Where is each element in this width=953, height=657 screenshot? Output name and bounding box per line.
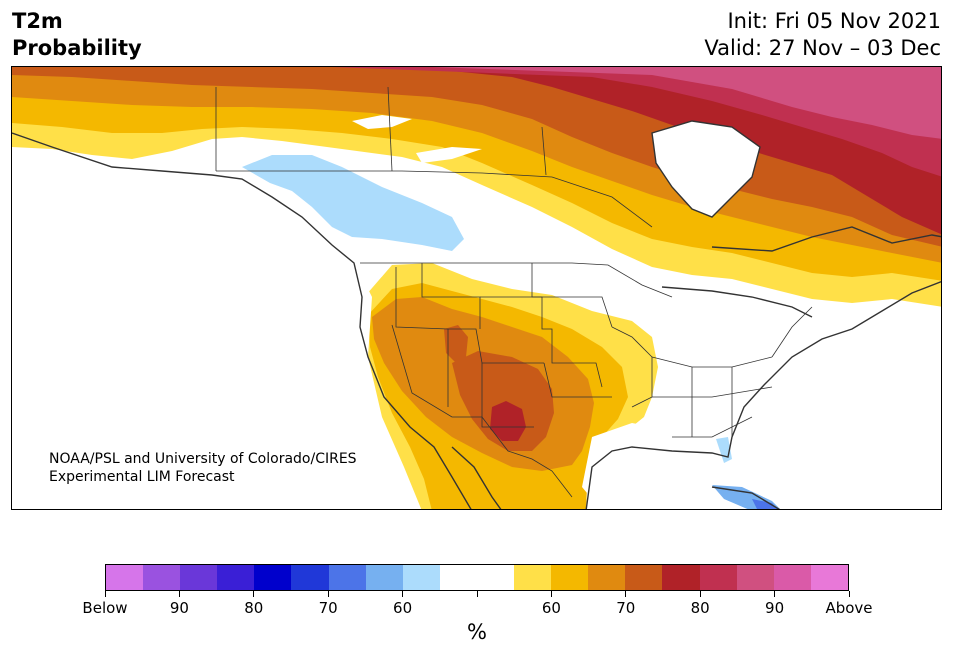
colorbar-tick [699, 591, 701, 597]
colorbar-tick [625, 591, 627, 597]
colorbar-tick [774, 591, 776, 597]
valid-range: Valid: 27 Nov – 03 Dec [704, 36, 941, 60]
colorbar-cell [662, 565, 700, 590]
pacific-ocean [12, 207, 422, 509]
colorbar-tick [253, 591, 255, 597]
political-borders [215, 86, 813, 498]
gulf-of-mexico [582, 423, 732, 509]
colorbar-cell [328, 565, 366, 590]
band-above-80-southwest [452, 351, 554, 451]
colorbar-tick-label: 70 [616, 599, 636, 617]
colorbar-cell [254, 565, 292, 590]
colorbar-cell [143, 565, 181, 590]
colorbar-cell [291, 565, 329, 590]
title-line-2: Probability [12, 36, 142, 60]
colorbar-tick [178, 591, 180, 597]
colorbar-tick [550, 591, 552, 597]
credit-line-2: Experimental LIM Forecast [49, 469, 235, 485]
colorbar-cell [699, 565, 737, 590]
colorbar-tick-label: 90 [765, 599, 785, 617]
init-date: Init: Fri 05 Nov 2021 [727, 9, 941, 33]
forecast-map [12, 67, 941, 509]
colorbar-unit: % [467, 620, 487, 644]
colorbar-cell [625, 565, 663, 590]
band-above-80-utah [444, 325, 468, 363]
colorbar-cell [773, 565, 811, 590]
colorbar-cell [551, 565, 589, 590]
colorbar-cell [476, 565, 515, 590]
colorbar-tick-label: 60 [541, 599, 561, 617]
colorbar-cell [439, 565, 477, 590]
band-above-90-texas [490, 401, 526, 441]
colorbar-tick [327, 591, 329, 597]
colorbar-cell [402, 565, 440, 590]
colorbar-tick-label: 70 [318, 599, 338, 617]
map-panel [11, 66, 942, 510]
colorbar-tick-label: Above [825, 599, 873, 617]
colorbar-cell [365, 565, 403, 590]
colorbar [105, 564, 849, 591]
title-line-1: T2m [12, 9, 63, 33]
band-above-99-north [432, 67, 941, 139]
credit-line-1: NOAA/PSL and University of Colorado/CIRE… [49, 451, 357, 467]
band-below-60-northwest [242, 155, 464, 251]
colorbar-cell [106, 565, 144, 590]
band-above-90-north [12, 67, 941, 235]
colorbar-tick-label: 60 [393, 599, 413, 617]
coastlines [12, 120, 941, 509]
midwest-neutral [532, 257, 941, 509]
colorbar-tick [402, 591, 404, 597]
colorbar-tick-label: 90 [169, 599, 189, 617]
colorbar-cell [180, 565, 218, 590]
colorbar-cell [588, 565, 626, 590]
colorbar-tick [848, 591, 850, 597]
colorbar-cell [810, 565, 848, 590]
colorbar-tick [104, 591, 106, 597]
credit-text: NOAA/PSL and University of Colorado/CIRE… [49, 450, 357, 486]
hudson-bay [652, 121, 760, 217]
colorbar-cell [514, 565, 552, 590]
colorbar-cell [736, 565, 774, 590]
band-below-80-caribbean [752, 499, 778, 509]
northern-lakes [352, 115, 482, 163]
colorbar-cell [217, 565, 255, 590]
map-dates: Init: Fri 05 Nov 2021 Valid: 27 Nov – 03… [704, 8, 941, 62]
colorbar-tick-label: 80 [244, 599, 264, 617]
colorbar-tick-label: 80 [690, 599, 710, 617]
colorbar-tick [476, 591, 478, 597]
map-title: T2m Probability [12, 8, 142, 62]
colorbar-tick-label: Below [82, 599, 128, 617]
